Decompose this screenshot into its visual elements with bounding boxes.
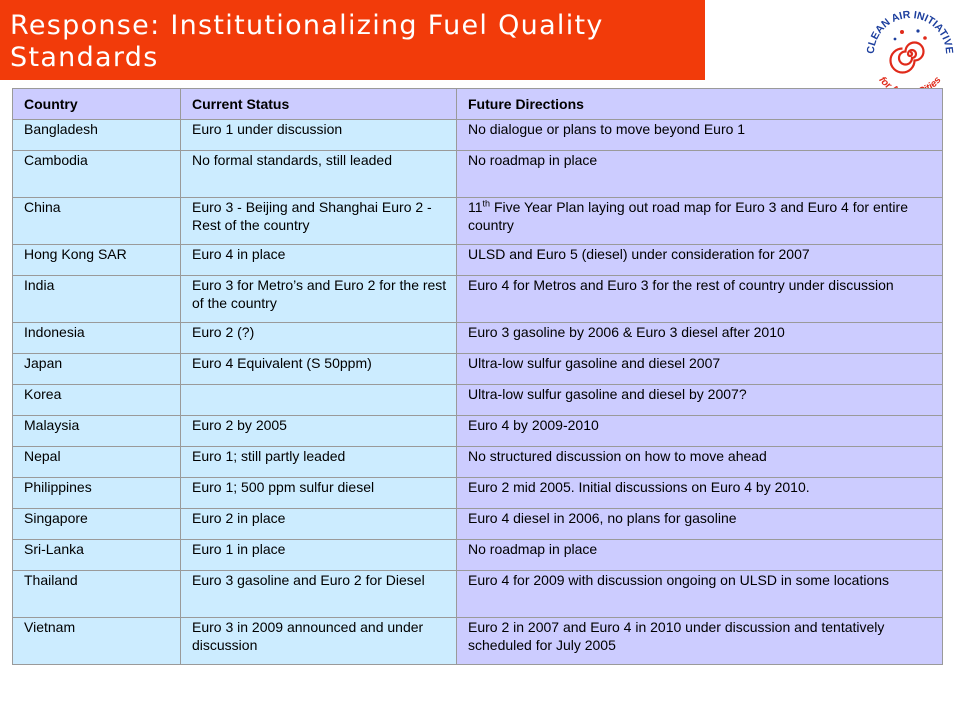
country-cell: Malaysia — [12, 415, 181, 447]
country-cell: Sri-Lanka — [12, 539, 181, 571]
future-cell: No structured discussion on how to move … — [456, 446, 943, 478]
table-header-row: Country Current Status Future Directions — [12, 88, 943, 120]
table-row: Philippines Euro 1; 500 ppm sulfur diese… — [12, 477, 943, 509]
future-cell-number: 11 — [468, 199, 483, 215]
svg-text:CLEAN AIR INITIATIVE: CLEAN AIR INITIATIVE — [865, 9, 955, 54]
table-row: Hong Kong SAR Euro 4 in place ULSD and E… — [12, 244, 943, 276]
country-cell: Indonesia — [12, 322, 181, 354]
header-current-status: Current Status — [180, 88, 457, 120]
country-cell: Korea — [12, 384, 181, 416]
country-cell: Japan — [12, 353, 181, 385]
header-country: Country — [12, 88, 181, 120]
logo-top-text: CLEAN AIR INITIATIVE — [865, 9, 955, 54]
status-cell: Euro 3 for Metro’s and Euro 2 for the re… — [180, 275, 457, 323]
status-cell: No formal standards, still leaded — [180, 150, 457, 198]
future-cell-ordinal-suffix: th — [482, 198, 491, 209]
status-cell: Euro 2 by 2005 — [180, 415, 457, 447]
future-cell: Ultra-low sulfur gasoline and diesel by … — [456, 384, 943, 416]
table-row: Nepal Euro 1; still partly leaded No str… — [12, 446, 943, 478]
table-row: Malaysia Euro 2 by 2005 Euro 4 by 2009-2… — [12, 415, 943, 447]
future-cell-text: Five Year Plan laying out road map for E… — [468, 199, 908, 233]
status-cell: Euro 1; 500 ppm sulfur diesel — [180, 477, 457, 509]
table-row: Bangladesh Euro 1 under discussion No di… — [12, 119, 943, 151]
future-cell: Ultra-low sulfur gasoline and diesel 200… — [456, 353, 943, 385]
fuel-standards-table: Country Current Status Future Directions… — [12, 88, 943, 665]
status-cell: Euro 1; still partly leaded — [180, 446, 457, 478]
status-cell: Euro 4 in place — [180, 244, 457, 276]
status-cell: Euro 3 gasoline and Euro 2 for Diesel — [180, 570, 457, 618]
table-row: Cambodia No formal standards, still lead… — [12, 150, 943, 198]
header-future-directions: Future Directions — [456, 88, 943, 120]
status-cell: Euro 1 under discussion — [180, 119, 457, 151]
table-row: Japan Euro 4 Equivalent (S 50ppm) Ultra-… — [12, 353, 943, 385]
country-cell: Hong Kong SAR — [12, 244, 181, 276]
future-cell: No dialogue or plans to move beyond Euro… — [456, 119, 943, 151]
future-cell: ULSD and Euro 5 (diesel) under considera… — [456, 244, 943, 276]
country-cell: Philippines — [12, 477, 181, 509]
slide-title-line1: Response: Institutionalizing Fuel Qualit… — [10, 10, 604, 41]
future-cell: Euro 4 diesel in 2006, no plans for gaso… — [456, 508, 943, 540]
country-cell: Singapore — [12, 508, 181, 540]
table-row: India Euro 3 for Metro’s and Euro 2 for … — [12, 275, 943, 323]
future-cell: 11th Five Year Plan laying out road map … — [456, 197, 943, 245]
country-cell: Thailand — [12, 570, 181, 618]
country-cell: India — [12, 275, 181, 323]
future-cell: Euro 2 in 2007 and Euro 4 in 2010 under … — [456, 617, 943, 665]
status-cell: Euro 3 - Beijing and Shanghai Euro 2 - R… — [180, 197, 457, 245]
table-row: Indonesia Euro 2 (?) Euro 3 gasoline by … — [12, 322, 943, 354]
future-cell: Euro 3 gasoline by 2006 & Euro 3 diesel … — [456, 322, 943, 354]
table-row: Singapore Euro 2 in place Euro 4 diesel … — [12, 508, 943, 540]
country-cell: China — [12, 197, 181, 245]
future-cell: No roadmap in place — [456, 539, 943, 571]
table-row: Vietnam Euro 3 in 2009 announced and und… — [12, 617, 943, 665]
slide-title-line2: Standards — [10, 42, 159, 73]
status-cell: Euro 2 (?) — [180, 322, 457, 354]
status-cell: Euro 3 in 2009 announced and under discu… — [180, 617, 457, 665]
future-cell: Euro 4 for 2009 with discussion ongoing … — [456, 570, 943, 618]
country-cell: Bangladesh — [12, 119, 181, 151]
future-cell: Euro 4 by 2009-2010 — [456, 415, 943, 447]
future-cell: Euro 2 mid 2005. Initial discussions on … — [456, 477, 943, 509]
table-row: China Euro 3 - Beijing and Shanghai Euro… — [12, 197, 943, 245]
country-cell: Vietnam — [12, 617, 181, 665]
status-cell: Euro 4 Equivalent (S 50ppm) — [180, 353, 457, 385]
table-row: Korea Ultra-low sulfur gasoline and dies… — [12, 384, 943, 416]
status-cell: Euro 2 in place — [180, 508, 457, 540]
future-cell: Euro 4 for Metros and Euro 3 for the res… — [456, 275, 943, 323]
status-cell — [180, 384, 457, 416]
future-cell: No roadmap in place — [456, 150, 943, 198]
clean-air-initiative-logo: CLEAN AIR INITIATIVE for Asian Cities — [862, 4, 958, 104]
slide-title-bar: Response: Institutionalizing Fuel Qualit… — [0, 0, 705, 80]
status-cell: Euro 1 in place — [180, 539, 457, 571]
country-cell: Cambodia — [12, 150, 181, 198]
table-row: Sri-Lanka Euro 1 in place No roadmap in … — [12, 539, 943, 571]
table-row: Thailand Euro 3 gasoline and Euro 2 for … — [12, 570, 943, 618]
spiral-logo-icon — [889, 29, 927, 74]
country-cell: Nepal — [12, 446, 181, 478]
